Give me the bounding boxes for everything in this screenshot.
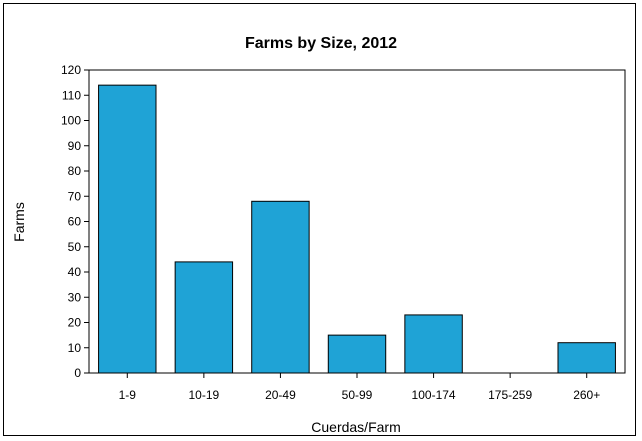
bar-260+ [557, 342, 616, 374]
y-tick-label: 50 [68, 240, 82, 254]
bar-50-99 [327, 334, 387, 374]
y-tick-label: 60 [68, 215, 82, 229]
y-tick-label: 40 [68, 265, 82, 279]
bar-10-19 [174, 261, 234, 374]
y-tick-label: 20 [68, 316, 82, 330]
bar-1-9 [98, 84, 157, 374]
bars [98, 84, 616, 374]
y-axis-label: Farms [11, 202, 27, 242]
y-tick-label: 80 [68, 164, 82, 178]
x-tick-label: 175-259 [488, 388, 532, 402]
x-tick-label: 10-19 [189, 388, 220, 402]
x-axis: 1-9 10-19 20-49 50-99 100-174 175-259 260+ [119, 373, 600, 402]
x-tick-label: 1-9 [119, 388, 137, 402]
x-tick-label: 20-49 [265, 388, 296, 402]
y-tick-label: 30 [68, 290, 82, 304]
chart-title: Farms by Size, 2012 [245, 35, 397, 52]
y-tick-label: 0 [74, 366, 81, 380]
x-tick-label: 100-174 [412, 388, 456, 402]
x-tick-label: 50-99 [342, 388, 373, 402]
y-tick-label: 90 [68, 139, 82, 153]
y-tick-label: 100 [61, 114, 81, 128]
bar-20-49 [251, 200, 310, 374]
y-tick-label: 70 [68, 189, 82, 203]
plot-area [88, 69, 626, 374]
y-axis: 0 10 20 30 40 50 60 70 80 90 100 110 120 [61, 63, 89, 380]
y-tick-label: 110 [62, 88, 81, 102]
bar-100-174 [404, 314, 463, 374]
x-axis-label: Cuerdas/Farm [311, 419, 400, 435]
x-tick-label: 260+ [573, 388, 600, 402]
y-tick-label: 120 [61, 63, 81, 77]
y-tick-label: 10 [68, 341, 82, 355]
